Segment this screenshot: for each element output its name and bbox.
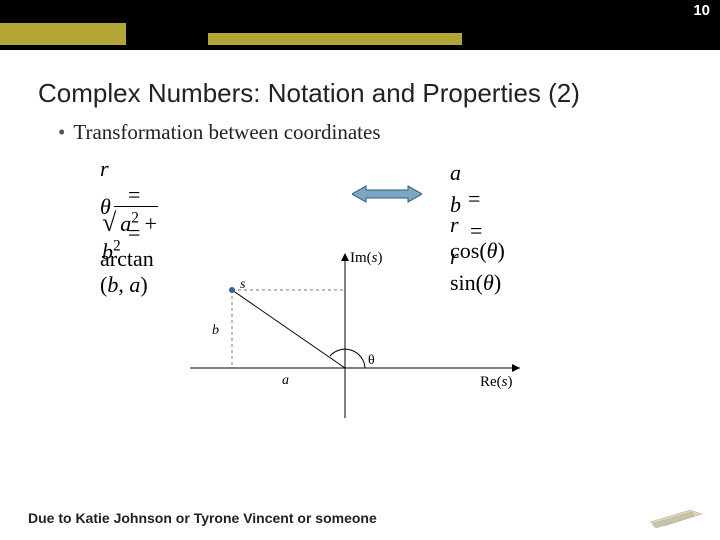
axis-label-im: Im(s) xyxy=(350,250,383,266)
page-number: 10 xyxy=(693,2,710,19)
bullet-item: • Transformation between coordinates xyxy=(58,120,381,145)
slide-title: Complex Numbers: Notation and Properties… xyxy=(38,78,580,109)
eq-sign: = xyxy=(100,220,158,245)
eq-theta-label: θ xyxy=(100,194,111,219)
bullet-dot: • xyxy=(58,120,65,144)
label-theta: θ xyxy=(368,353,375,368)
eq-a-label: a xyxy=(450,160,461,185)
eq-theta-expr: arctan (b, a) xyxy=(100,246,154,297)
complex-plane-diagram: Im(s) Re(s) s b a θ xyxy=(170,248,550,478)
footer-attribution: Due to Katie Johnson or Tyrone Vincent o… xyxy=(28,510,377,526)
eq-sign: = xyxy=(450,218,496,243)
eq-b-label: b xyxy=(450,192,461,217)
corner-decoration-icon xyxy=(646,504,706,528)
label-a: a xyxy=(282,373,289,388)
eq-r-label: r xyxy=(100,156,109,181)
axis-label-re: Re(s) xyxy=(480,374,513,390)
gold-accent-right xyxy=(208,33,462,45)
gold-accent-left xyxy=(0,23,126,45)
label-s: s xyxy=(240,277,246,292)
bullet-text: Transformation between coordinates xyxy=(73,120,380,144)
equations-region: r = √a2 + b2 θ = arctan (b, a) a = r cos… xyxy=(100,156,620,236)
label-b: b xyxy=(212,323,219,338)
double-arrow-icon xyxy=(352,184,422,204)
